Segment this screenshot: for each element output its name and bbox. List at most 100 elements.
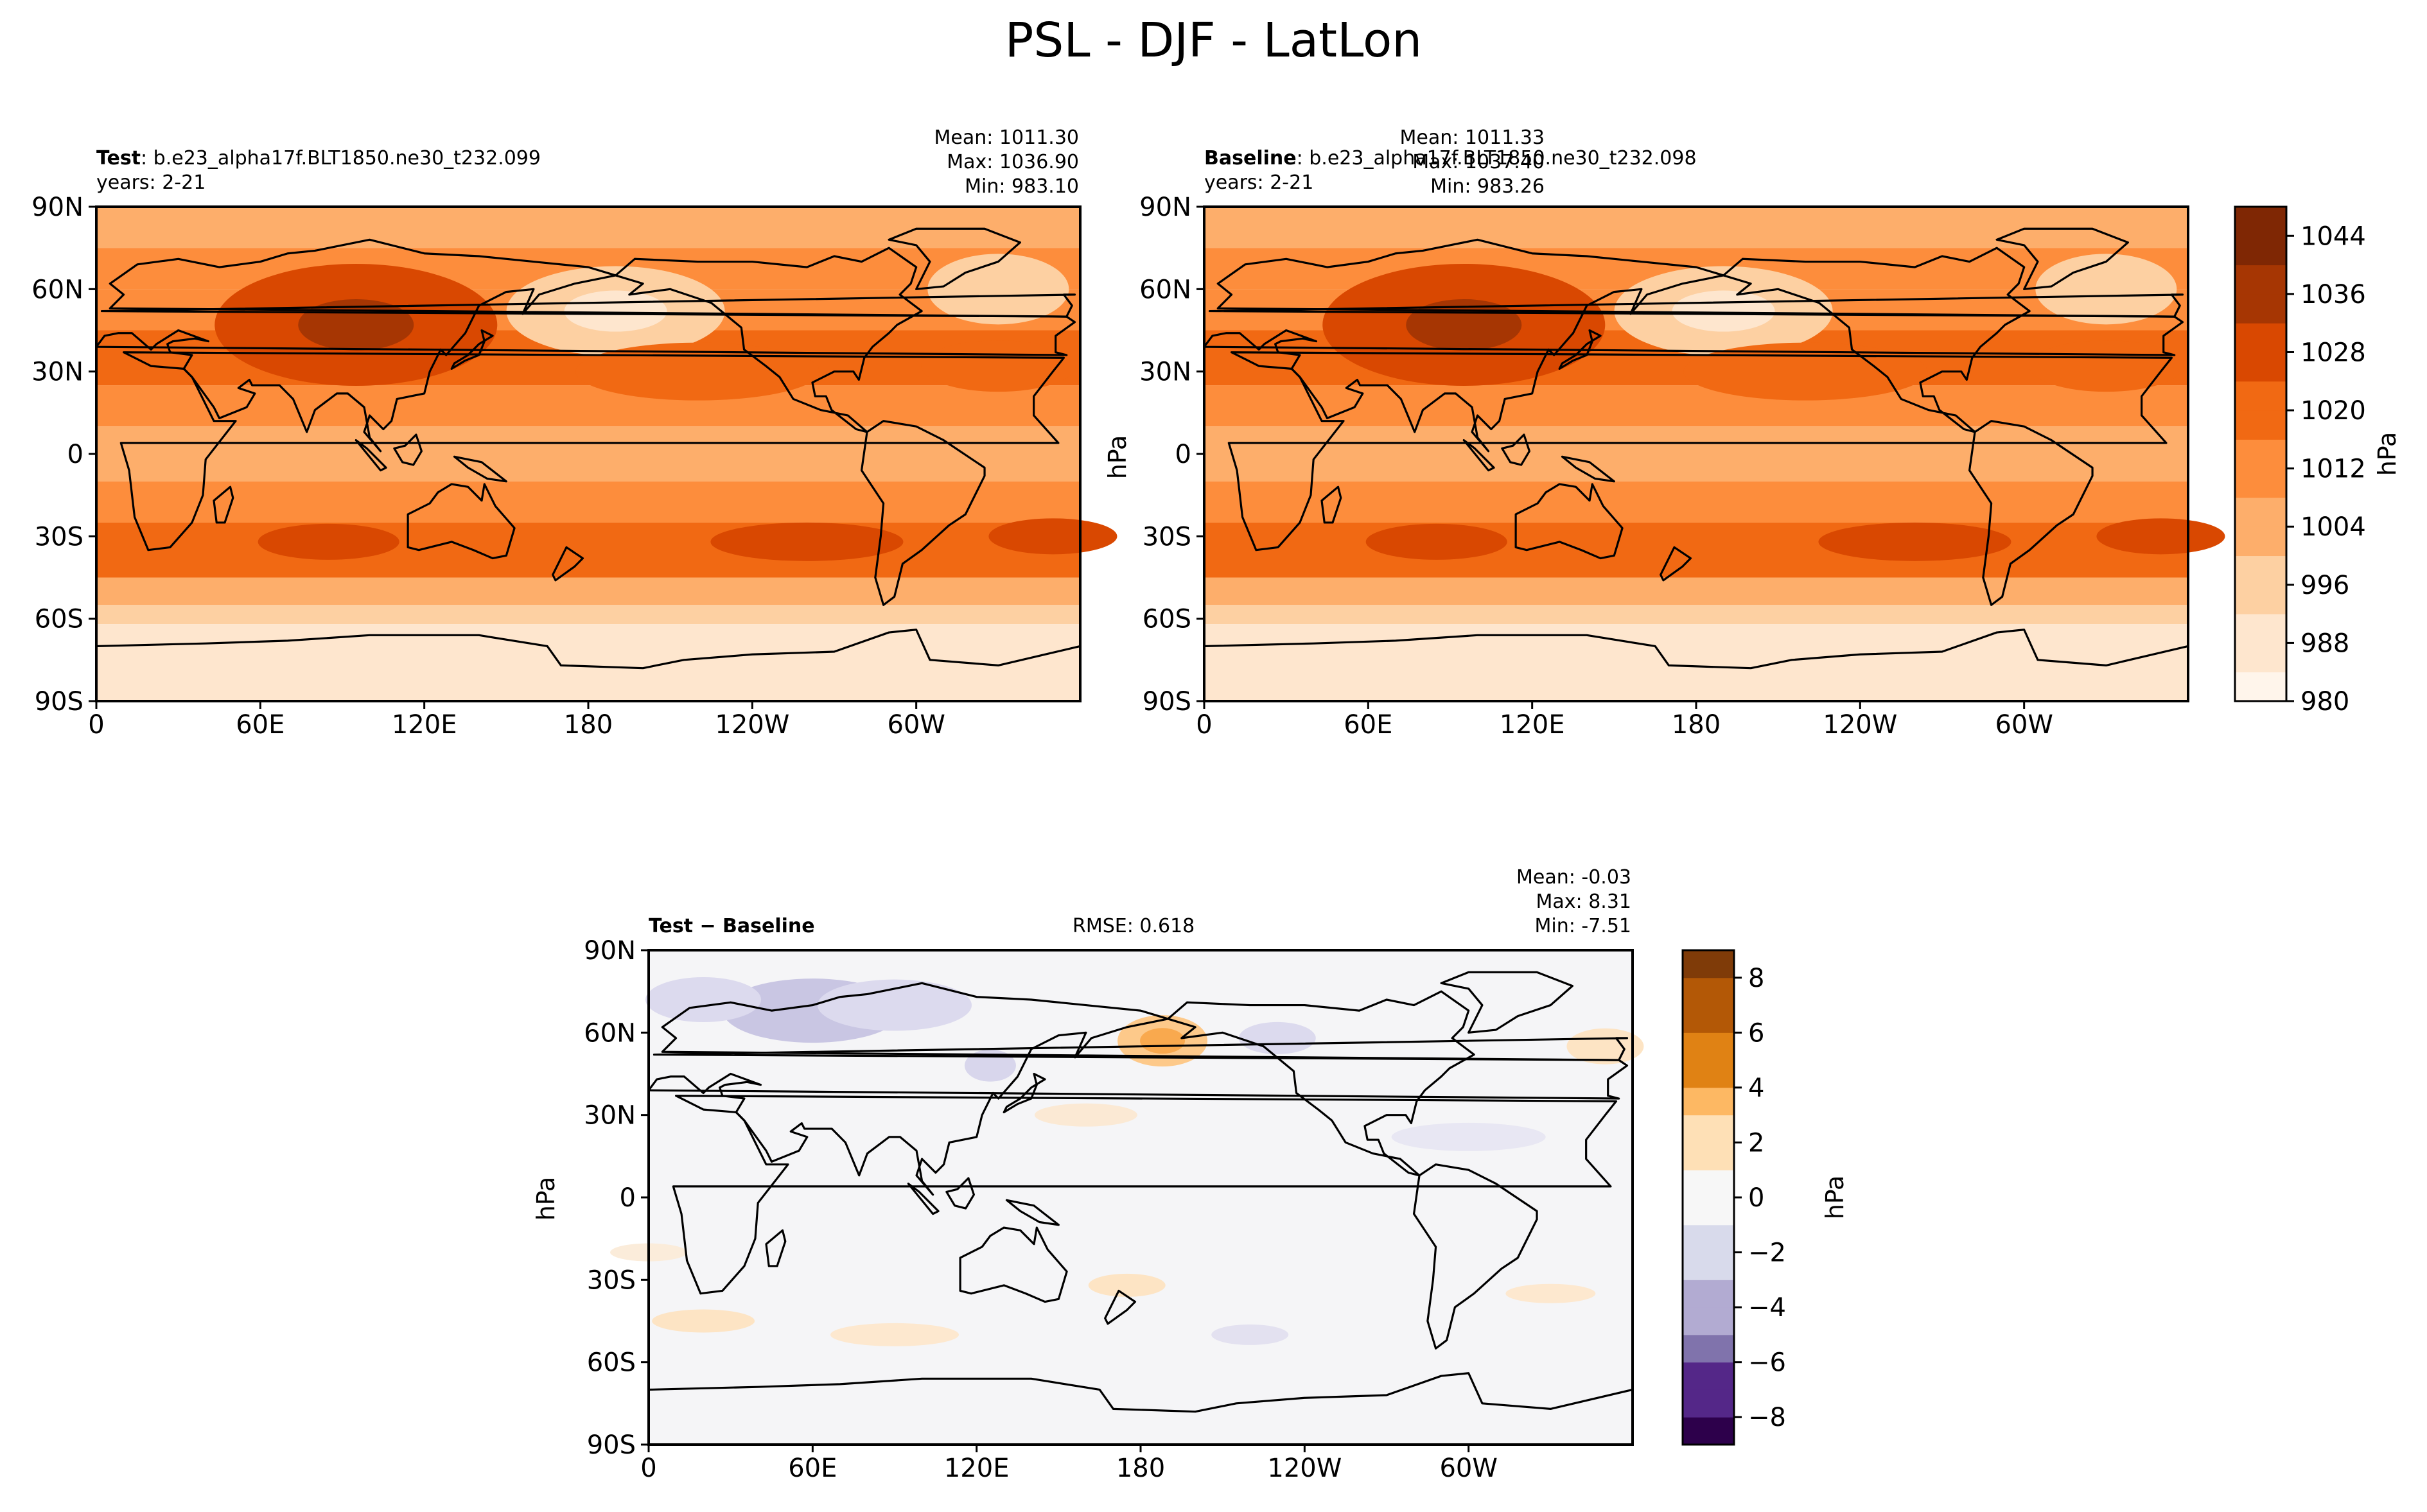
field-band <box>96 522 1080 578</box>
coastline <box>453 455 507 483</box>
south-atlantic-high <box>988 518 1117 555</box>
baseline-stats: Mean: 1011.33 Max: 1037.40 Min: 983.26 <box>1399 126 1545 198</box>
colorbar-tick-label: 0 <box>1748 1183 1764 1213</box>
colorbar-units: hPa <box>1821 1176 1849 1220</box>
colorbar-segment <box>2235 207 2286 236</box>
aleutian-low-core <box>564 290 667 332</box>
field-band <box>96 624 1080 652</box>
y-tick-label: 60N <box>31 275 83 304</box>
anomaly-blob <box>1238 1021 1316 1054</box>
colorbar-segment <box>1683 1280 1734 1308</box>
colorbar-segment <box>1683 1252 1734 1280</box>
colorbar-segment <box>1683 977 1734 1006</box>
y-tick-label: 30N <box>1139 358 1191 387</box>
x-tick-label: 60E <box>236 710 285 740</box>
coastline <box>450 329 494 370</box>
test-label: Test: b.e23_alpha17f.BLT1850.ne30_t232.0… <box>96 147 541 169</box>
coastline <box>1412 1163 1538 1350</box>
anomaly-blob <box>1140 1028 1186 1054</box>
baseline-map-plot: 0 60E 120E 180 120W 60W 90N 60N 30N 0 30S 60S 90S <box>1139 193 2225 740</box>
x-tick-label: 0 <box>88 710 104 740</box>
anomaly-blob <box>1088 1273 1166 1297</box>
anomaly-blob <box>1391 1122 1546 1151</box>
x-tick-label: 120E <box>944 1454 1010 1483</box>
field-band <box>96 652 1080 701</box>
field-band <box>1204 652 2188 701</box>
colorbar-tick-label: 1028 <box>2300 338 2366 367</box>
azores-high <box>921 340 1076 392</box>
coastline <box>1501 433 1531 466</box>
x-tick-label: 120W <box>1267 1454 1342 1483</box>
test-years: years: 2-21 <box>96 171 206 194</box>
colorbar-tick-label: 1004 <box>2300 512 2366 542</box>
diff-rmse: RMSE: 0.618 <box>1073 915 1195 937</box>
colorbar-tick-label: 1020 <box>2300 396 2366 426</box>
coastline <box>1462 439 1495 472</box>
x-tick-label: 180 <box>564 710 613 740</box>
coastline <box>1514 483 1624 560</box>
anomaly-blob <box>1034 1103 1137 1127</box>
anomaly-blob <box>652 1309 755 1333</box>
coastline <box>1660 546 1692 582</box>
coastline <box>647 982 1629 1196</box>
y-tick-label: 30S <box>1143 522 1191 552</box>
colorbar-segment <box>2235 614 2286 643</box>
colorbar-segment <box>1683 1224 1734 1253</box>
coastline <box>1005 1199 1060 1226</box>
coastline <box>1440 971 1573 1034</box>
south-atlantic-high <box>2096 518 2225 555</box>
coastline <box>959 1226 1068 1303</box>
colorbar-segment <box>1683 1142 1734 1170</box>
colorbar-segment <box>1683 1115 1734 1143</box>
x-tick-label: 60W <box>1439 1454 1497 1483</box>
colorbar-segment <box>2235 643 2286 673</box>
diff-map-plot: 0 60E 120E 180 120W 60W 90N 60N 30N 0 30S 60S 90S <box>584 936 1644 1483</box>
y-tick-label: 90N <box>31 193 83 222</box>
field-band <box>1204 385 2188 427</box>
y-tick-label: 60N <box>1139 275 1191 304</box>
colorbar-segment <box>2235 293 2286 324</box>
coastline <box>907 1183 940 1215</box>
colorbar-segment <box>2235 672 2286 702</box>
coastline <box>552 546 584 582</box>
diff-colorbar: 8 6 4 2 0 −2 −4 −6 −8 hPa <box>1681 949 1849 1446</box>
colorbar-tick-label: 4 <box>1748 1073 1764 1103</box>
field-band <box>1204 522 2188 578</box>
field-band <box>1204 605 2188 625</box>
x-tick-label: 120E <box>1500 710 1565 740</box>
colorbar-segment <box>1683 1389 1734 1418</box>
colorbar-tick-label: 6 <box>1748 1018 1764 1048</box>
colorbar-segment <box>1683 1060 1734 1088</box>
colorbar-segment <box>1683 1334 1734 1363</box>
anomaly-blob <box>1505 1283 1596 1303</box>
diff-yaxis-units: hPa <box>532 1176 560 1221</box>
y-tick-label: 90S <box>587 1430 636 1460</box>
y-tick-label: 0 <box>67 440 83 469</box>
colorbar-tick-label: 1012 <box>2300 455 2366 484</box>
coastline <box>1003 1072 1046 1113</box>
colorbar-segment <box>1683 1362 1734 1390</box>
map-field <box>610 950 1644 1445</box>
y-tick-label: 60S <box>1143 605 1191 634</box>
baseline-label: Baseline: b.e23_alpha17f.BLT1850.ne30_t2… <box>1204 147 1697 169</box>
y-tick-label: 60N <box>584 1018 636 1048</box>
coastline <box>1561 455 1615 483</box>
map-field <box>96 207 1117 701</box>
y-tick-label: 30N <box>584 1101 636 1131</box>
indian-ocean-high <box>1365 523 1507 560</box>
colorbar-segment <box>2235 410 2286 440</box>
coastline <box>1166 990 1475 1177</box>
coastline <box>653 1037 1629 1061</box>
y-tick-label: 90N <box>584 936 636 966</box>
figure-title: PSL - DJF - LatLon <box>1004 13 1423 68</box>
coastline <box>393 433 423 466</box>
anomaly-blob <box>1211 1324 1289 1345</box>
south-pacific-high <box>1818 522 2011 561</box>
coastline <box>407 483 516 560</box>
colorbar-frame <box>2234 205 2288 702</box>
coastline <box>860 420 986 606</box>
y-tick-label: 0 <box>620 1183 636 1213</box>
field-band <box>1204 207 2188 248</box>
y-tick-label: 90N <box>1139 193 1191 222</box>
y-tick-label: 90S <box>35 687 83 717</box>
